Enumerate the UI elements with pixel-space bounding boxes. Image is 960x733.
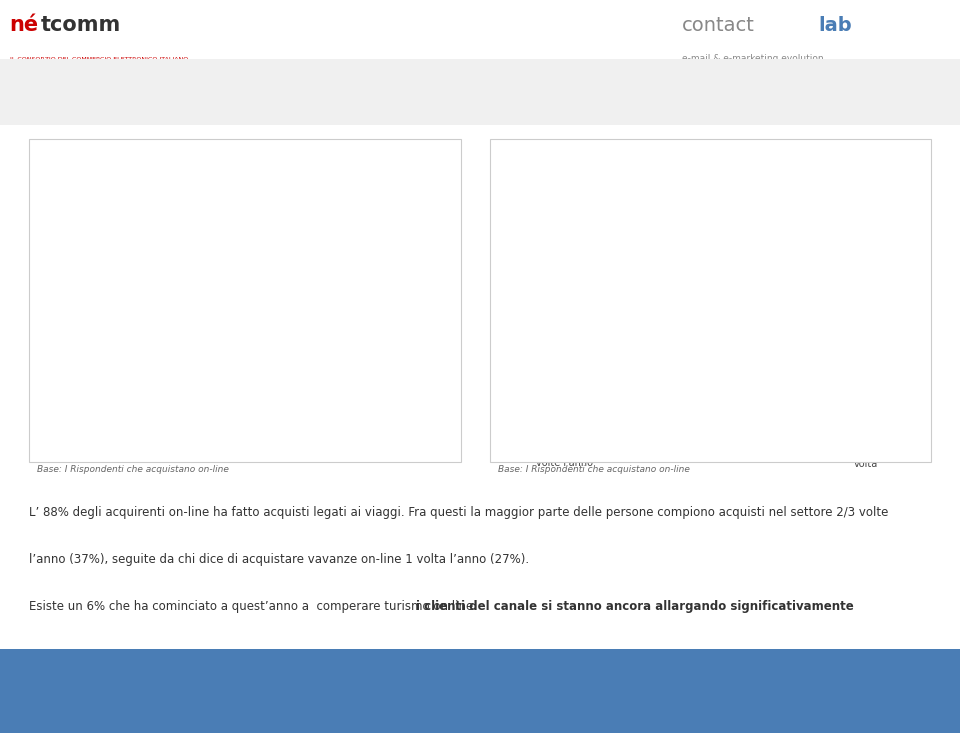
Bar bbox=[539, 331, 589, 440]
Text: Acquirenti on-line: Acquirenti on-line bbox=[731, 76, 829, 86]
Bar bbox=[639, 216, 690, 440]
Text: 83%: 83% bbox=[758, 95, 802, 113]
Text: né: né bbox=[10, 15, 38, 35]
Text: Esiste un 6% che ha cominciato a quest’anno a  comperare turismo on line:: Esiste un 6% che ha cominciato a quest’a… bbox=[29, 600, 481, 613]
Text: Hai mai acquistato viaggi o parti di un viaggio (trasporto, albergo...) on-line?: Hai mai acquistato viaggi o parti di un … bbox=[29, 84, 563, 99]
Text: e-mail & e-marketing evolution: e-mail & e-marketing evolution bbox=[682, 54, 824, 63]
Legend: Si, No: Si, No bbox=[344, 283, 386, 318]
Text: 88%: 88% bbox=[219, 328, 252, 342]
Wedge shape bbox=[136, 177, 221, 257]
Text: IL CONSORZIO DEL COMMERCIO ELETTRONICO ITALIANO: IL CONSORZIO DEL COMMERCIO ELETTRONICO I… bbox=[10, 57, 188, 62]
Text: i clienti del canale si stanno ancora allargando significativamente: i clienti del canale si stanno ancora al… bbox=[416, 600, 853, 613]
Text: 37%: 37% bbox=[651, 199, 679, 212]
Bar bbox=[841, 403, 892, 440]
Text: Base: I Rispondenti che acquistano on-line: Base: I Rispondenti che acquistano on-li… bbox=[498, 465, 690, 474]
Text: lab: lab bbox=[818, 16, 852, 35]
Text: l’anno (37%), seguite da chi dice di acquistare vavanze on-line 1 volta l’anno (: l’anno (37%), seguite da chi dice di acq… bbox=[29, 553, 529, 566]
Circle shape bbox=[0, 666, 324, 716]
Text: 6%: 6% bbox=[856, 386, 876, 399]
Circle shape bbox=[0, 666, 350, 716]
Text: Consumer Behaviour Report 2010: web, viaggi e vacanze: Consumer Behaviour Report 2010: web, via… bbox=[110, 682, 688, 700]
FancyBboxPatch shape bbox=[696, 62, 864, 121]
Text: 10: 10 bbox=[917, 683, 936, 699]
Text: L’ 88% degli acquirenti on-line ha fatto acquisti legati ai viaggi. Fra questi l: L’ 88% degli acquirenti on-line ha fatto… bbox=[29, 506, 888, 519]
Text: 18%: 18% bbox=[550, 314, 578, 327]
Text: 12%: 12% bbox=[158, 210, 189, 224]
Text: contact: contact bbox=[682, 16, 755, 35]
Wedge shape bbox=[98, 177, 344, 424]
Text: 27%: 27% bbox=[752, 259, 780, 272]
Bar bbox=[740, 276, 791, 440]
Text: tcomm: tcomm bbox=[40, 15, 121, 35]
Text: Base: I Rispondenti che acquistano on-line: Base: I Rispondenti che acquistano on-li… bbox=[37, 465, 229, 474]
